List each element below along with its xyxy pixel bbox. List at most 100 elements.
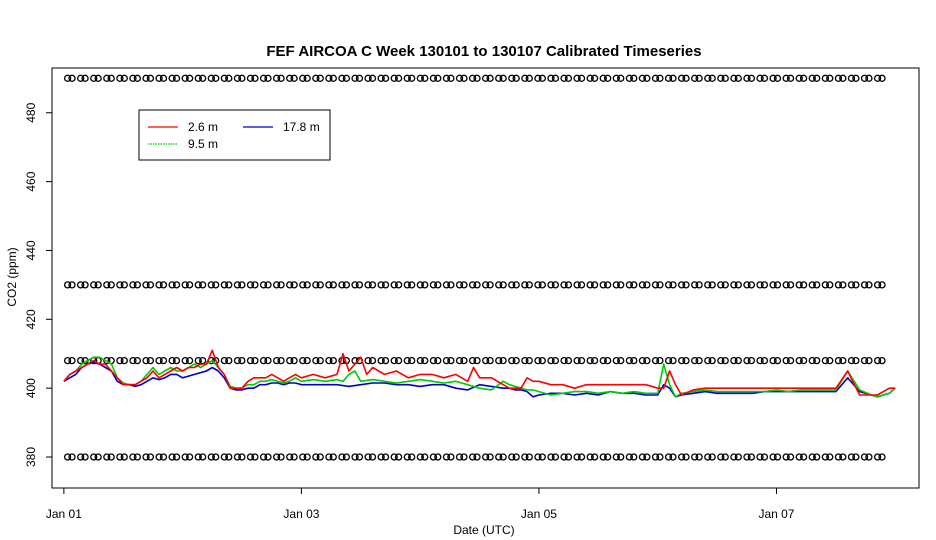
marker-1-45a xyxy=(651,281,660,289)
marker-0-27b xyxy=(421,74,429,82)
marker-3-54a xyxy=(769,453,777,461)
marker-1-49a xyxy=(704,281,712,289)
marker-1-61a xyxy=(860,281,869,289)
marker-3-28b xyxy=(434,453,442,461)
marker-1-32b xyxy=(486,281,494,289)
marker-2-10a xyxy=(194,356,202,365)
marker-2-27a xyxy=(416,356,425,365)
marker-0-35b xyxy=(525,74,533,82)
marker-0-57b xyxy=(813,74,821,82)
marker-1-3a xyxy=(103,281,111,289)
marker-3-58a xyxy=(821,453,829,461)
marker-2-46a xyxy=(664,356,673,365)
marker-1-19b xyxy=(316,281,324,289)
marker-2-49b xyxy=(708,356,716,365)
marker-1-20a xyxy=(325,281,333,289)
marker-2-47a xyxy=(677,356,686,365)
marker-3-1b xyxy=(81,453,89,461)
y-tick-label-3: 440 xyxy=(24,240,38,260)
marker-3-31b xyxy=(473,453,481,461)
marker-0-54a xyxy=(769,74,777,82)
marker-2-34a xyxy=(508,356,516,365)
marker-3-56b xyxy=(799,453,808,461)
marker-2-18a xyxy=(299,356,307,365)
marker-1-41b xyxy=(604,281,612,289)
marker-1-7a xyxy=(155,281,163,289)
marker-2-57b xyxy=(813,356,821,365)
marker-2-31a xyxy=(468,356,477,365)
marker-0-59a xyxy=(834,74,843,82)
marker-1-50a xyxy=(717,281,725,289)
marker-2-36b xyxy=(538,356,546,365)
marker-3-20b xyxy=(329,453,337,461)
marker-2-38b xyxy=(564,356,573,365)
plot-area xyxy=(51,67,920,489)
marker-2-5b xyxy=(133,356,141,365)
marker-0-31b xyxy=(473,74,481,82)
marker-2-15a xyxy=(259,356,268,365)
marker-0-8a xyxy=(168,74,176,82)
marker-1-34a xyxy=(508,281,516,289)
marker-3-12b xyxy=(225,453,233,461)
marker-1-34b xyxy=(512,281,520,289)
marker-1-0b xyxy=(68,281,76,289)
marker-1-7b xyxy=(159,281,168,289)
marker-2-13a xyxy=(233,356,242,365)
marker-3-53a xyxy=(756,453,764,461)
marker-3-34b xyxy=(512,453,520,461)
marker-2-24a xyxy=(377,356,385,365)
marker-0-22b xyxy=(355,74,364,82)
marker-2-53a xyxy=(756,356,764,365)
marker-0-41a xyxy=(599,74,607,82)
x-axis-label: Date (UTC) xyxy=(453,523,514,537)
marker-0-13a xyxy=(233,74,242,82)
marker-3-27a xyxy=(416,453,425,461)
marker-1-11b xyxy=(212,281,220,289)
marker-1-13a xyxy=(233,281,242,289)
marker-1-11a xyxy=(207,281,215,289)
marker-0-17b xyxy=(290,74,298,82)
marker-2-4b xyxy=(120,356,128,365)
marker-2-19a xyxy=(312,356,320,365)
legend-label-1: 9.5 m xyxy=(188,137,218,151)
marker-1-35a xyxy=(521,281,529,289)
marker-3-48a xyxy=(691,453,699,461)
marker-0-51b xyxy=(734,74,742,82)
marker-1-18b xyxy=(303,281,311,289)
marker-0-4a xyxy=(116,74,124,82)
marker-3-7b xyxy=(159,453,168,461)
marker-0-39b xyxy=(577,74,586,82)
marker-0-12a xyxy=(220,74,229,82)
chart-title: FEF AIRCOA C Week 130101 to 130107 Calib… xyxy=(266,43,701,60)
legend: 2.6 m 9.5 m 17.8 m xyxy=(138,109,331,161)
marker-1-33b xyxy=(499,281,507,289)
marker-1-18a xyxy=(299,281,307,289)
marker-3-41a xyxy=(599,453,607,461)
marker-3-29a xyxy=(442,453,451,461)
marker-3-9b xyxy=(185,453,194,461)
marker-2-59a xyxy=(834,356,843,365)
marker-1-42b xyxy=(617,281,625,289)
marker-0-31a xyxy=(468,74,477,82)
y-axis-label: CO2 (ppm) xyxy=(5,247,19,306)
marker-2-61a xyxy=(860,356,869,365)
marker-0-50a xyxy=(717,74,725,82)
marker-3-6a xyxy=(142,453,150,461)
marker-3-29b xyxy=(447,453,455,461)
marker-0-16b xyxy=(277,74,285,82)
marker-0-47a xyxy=(677,74,686,82)
marker-3-42b xyxy=(617,453,625,461)
marker-1-56b xyxy=(799,281,808,289)
marker-0-42a xyxy=(612,74,620,82)
marker-3-57b xyxy=(813,453,821,461)
marker-2-33b xyxy=(499,356,507,365)
marker-1-10a xyxy=(194,281,202,289)
marker-1-40b xyxy=(590,281,599,289)
y-tick-label-2: 420 xyxy=(24,309,38,329)
marker-2-0a xyxy=(63,356,72,365)
marker-3-2a xyxy=(90,453,98,461)
marker-0-52a xyxy=(743,74,751,82)
marker-0-10b xyxy=(199,74,207,82)
marker-1-16a xyxy=(272,281,281,289)
marker-3-31a xyxy=(468,453,477,461)
